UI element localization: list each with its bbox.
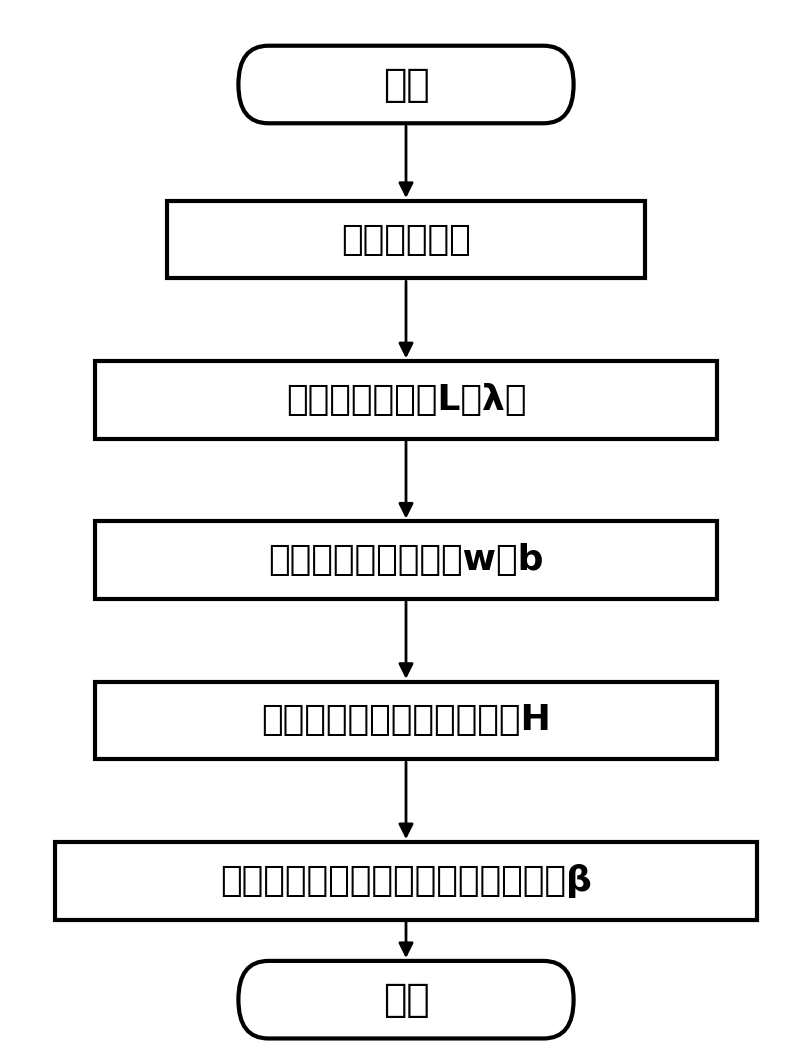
Text: 确定隐含层点数L与λ値: 确定隐含层点数L与λ値 [285,383,526,417]
Text: 结束: 结束 [382,981,429,1019]
FancyBboxPatch shape [238,46,573,124]
Text: 随机产生隐含层参数w和b: 随机产生隐含层参数w和b [268,543,543,577]
FancyBboxPatch shape [238,961,573,1039]
Bar [166,201,645,279]
Bar [95,522,716,599]
Bar [95,362,716,439]
Text: 开始: 开始 [382,66,429,104]
Text: 计算隐含层神经元输出矩阵H: 计算隐含层神经元输出矩阵H [261,703,550,738]
Bar [95,681,716,759]
Text: 计算隐含层与输出层的连接权重向量β: 计算隐含层与输出层的连接权重向量β [220,864,591,898]
Bar [55,842,756,919]
Text: 选择激活函数: 选择激活函数 [341,222,470,257]
